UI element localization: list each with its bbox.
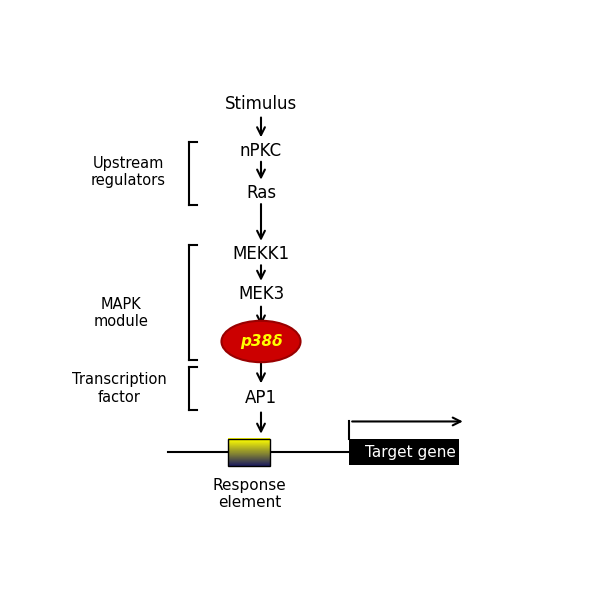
Text: MEK3: MEK3: [238, 285, 284, 304]
Bar: [229, 464, 271, 465]
Bar: [229, 441, 271, 442]
Text: Response
element: Response element: [212, 478, 286, 510]
Text: Stimulus: Stimulus: [225, 95, 297, 113]
Bar: [229, 449, 271, 450]
Bar: [229, 461, 271, 462]
Bar: [229, 443, 271, 444]
Bar: [229, 440, 271, 441]
Bar: [229, 455, 271, 456]
Bar: [229, 452, 271, 453]
Bar: [229, 462, 271, 463]
Bar: [229, 463, 271, 464]
Text: Transcription
factor: Transcription factor: [72, 372, 167, 404]
Bar: [361, 439, 459, 465]
Bar: [229, 441, 271, 442]
Bar: [229, 443, 271, 444]
Bar: [229, 460, 271, 461]
Bar: [229, 461, 271, 462]
Bar: [229, 454, 271, 455]
Bar: [229, 450, 271, 451]
Bar: [229, 454, 271, 455]
Bar: [349, 439, 361, 465]
Bar: [229, 439, 271, 466]
Bar: [229, 442, 271, 443]
Bar: [229, 465, 271, 466]
Bar: [229, 457, 271, 458]
Bar: [229, 446, 271, 447]
Bar: [229, 460, 271, 461]
Bar: [229, 463, 271, 464]
Text: nPKC: nPKC: [240, 142, 282, 160]
Text: Target gene: Target gene: [365, 445, 456, 459]
Ellipse shape: [221, 321, 301, 362]
Bar: [229, 444, 271, 445]
Bar: [229, 461, 271, 463]
Bar: [229, 449, 271, 450]
Bar: [229, 459, 271, 460]
Bar: [229, 465, 271, 466]
Bar: [229, 445, 271, 446]
Bar: [229, 439, 271, 440]
Bar: [229, 458, 271, 459]
Bar: [229, 452, 271, 453]
Bar: [229, 451, 271, 452]
Bar: [229, 456, 271, 457]
Text: Ras: Ras: [246, 185, 276, 202]
Bar: [229, 446, 271, 447]
Text: MAPK
module: MAPK module: [94, 297, 149, 329]
Bar: [229, 453, 271, 454]
Bar: [229, 457, 271, 458]
Bar: [229, 444, 271, 445]
Bar: [229, 448, 271, 449]
Bar: [229, 447, 271, 448]
Text: AP1: AP1: [245, 389, 277, 407]
Bar: [229, 459, 271, 460]
Bar: [229, 440, 271, 441]
Bar: [229, 453, 271, 454]
Bar: [229, 464, 271, 465]
Bar: [229, 452, 271, 453]
Bar: [229, 458, 271, 459]
Bar: [229, 445, 271, 447]
Bar: [229, 447, 271, 448]
Text: p38δ: p38δ: [239, 334, 283, 349]
Bar: [229, 442, 271, 444]
Text: Upstream
regulators: Upstream regulators: [91, 156, 166, 188]
Bar: [229, 450, 271, 451]
Bar: [229, 451, 271, 452]
Bar: [229, 456, 271, 457]
Bar: [229, 455, 271, 456]
Bar: [229, 455, 271, 456]
Text: MEKK1: MEKK1: [232, 246, 290, 263]
Bar: [229, 448, 271, 450]
Bar: [229, 458, 271, 459]
Bar: [229, 439, 271, 441]
